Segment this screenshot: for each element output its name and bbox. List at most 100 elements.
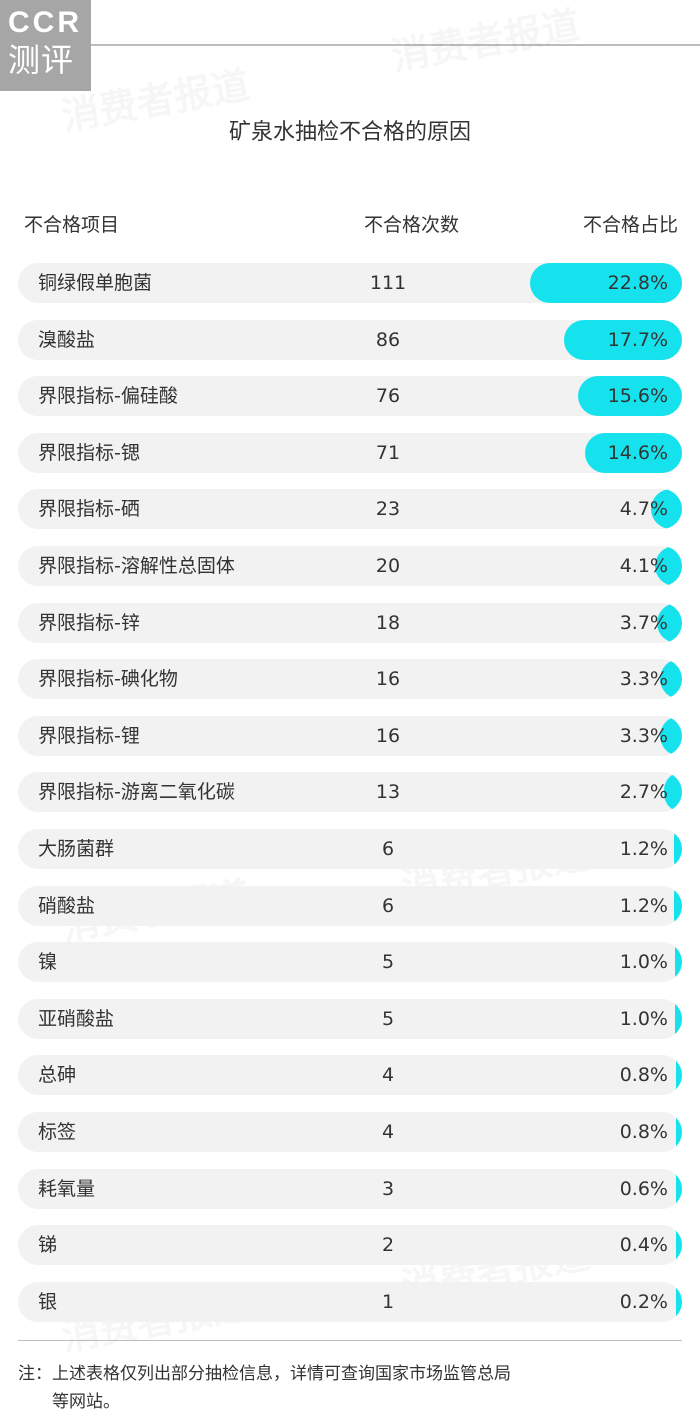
table-row: 大肠菌群 6 1.2%	[18, 829, 682, 869]
row-item-label: 硝酸盐	[38, 895, 96, 917]
row-pct-value: 1.0%	[619, 951, 668, 973]
row-pct-value: 0.2%	[619, 1291, 668, 1313]
row-count-value: 5	[381, 1008, 395, 1030]
row-pct-value: 3.3%	[619, 725, 668, 747]
row-item-label: 标签	[38, 1121, 77, 1143]
row-pct-value: 1.0%	[619, 1008, 668, 1030]
chart-title: 矿泉水抽检不合格的原因	[228, 120, 471, 145]
table-row: 耗氧量 3 0.6%	[18, 1169, 682, 1209]
table-row: 界限指标-碘化物 16 3.3%	[18, 659, 682, 699]
percentage-bar	[660, 716, 682, 756]
percentage-bar	[530, 263, 682, 303]
table-row: 界限指标-锂 16 3.3%	[18, 716, 682, 756]
row-item-label: 镍	[38, 951, 58, 973]
row-item-label: 界限指标-游离二氧化碳	[38, 781, 235, 803]
row-item-label: 总砷	[38, 1064, 77, 1086]
table-row: 镍 5 1.0%	[18, 942, 682, 982]
table-row: 界限指标-硒 23 4.7%	[18, 489, 682, 529]
ccr-logo: CCR 测评	[0, 0, 91, 91]
table-row: 界限指标-锌 18 3.7%	[18, 603, 682, 643]
row-pct-value: 14.6%	[607, 442, 668, 464]
row-pct-value: 2.7%	[619, 781, 668, 803]
row-item-label: 界限指标-锌	[38, 612, 140, 634]
row-item-label: 界限指标-硒	[38, 498, 140, 520]
row-item-label: 溴酸盐	[38, 329, 96, 351]
row-count-value: 16	[375, 725, 401, 747]
logo-ceping-text: 测评	[8, 41, 75, 79]
percentage-bar	[578, 376, 682, 416]
percentage-bar	[674, 886, 682, 926]
table-row: 亚硝酸盐 5 1.0%	[18, 999, 682, 1039]
row-item-label: 亚硝酸盐	[38, 1008, 115, 1030]
table-row: 界限指标-锶 71 14.6%	[18, 433, 682, 473]
percentage-bar	[660, 659, 682, 699]
row-item-label: 界限指标-碘化物	[38, 668, 178, 690]
percentage-bar	[651, 489, 682, 529]
row-item-label: 界限指标-锶	[38, 442, 140, 464]
row-item-label: 界限指标-溶解性总固体	[38, 555, 235, 577]
percentage-bar	[676, 1055, 682, 1095]
header-count: 不合格次数	[364, 214, 460, 236]
row-count-value: 86	[375, 329, 401, 351]
table-row: 银 1 0.2%	[18, 1282, 682, 1322]
row-pct-value: 0.6%	[619, 1178, 668, 1200]
row-pct-value: 1.2%	[619, 895, 668, 917]
row-pct-value: 4.7%	[619, 498, 668, 520]
row-pct-value: 3.3%	[619, 668, 668, 690]
row-pct-value: 0.8%	[619, 1121, 668, 1143]
footnote-line-1: 注：上述表格仅列出部分抽检信息，详情可查询国家市场监管总局	[18, 1364, 511, 1384]
table-row: 标签 4 0.8%	[18, 1112, 682, 1152]
percentage-bar	[675, 942, 682, 982]
row-count-value: 2	[381, 1234, 395, 1256]
percentage-bar	[674, 829, 682, 869]
bottom-divider	[18, 1340, 682, 1341]
row-count-value: 3	[381, 1178, 395, 1200]
row-count-value: 76	[375, 385, 401, 407]
percentage-bar	[676, 1282, 682, 1322]
row-item-label: 银	[38, 1291, 58, 1313]
logo-ccr-text: CCR	[8, 6, 82, 39]
row-count-value: 16	[375, 668, 401, 690]
table-row: 溴酸盐 86 17.7%	[18, 320, 682, 360]
row-count-value: 5	[381, 951, 395, 973]
row-pct-value: 0.8%	[619, 1064, 668, 1086]
row-item-label: 界限指标-偏硅酸	[38, 385, 178, 407]
percentage-bar	[657, 603, 682, 643]
row-count-value: 23	[375, 498, 401, 520]
row-count-value: 4	[381, 1064, 395, 1086]
table-row: 总砷 4 0.8%	[18, 1055, 682, 1095]
row-pct-value: 15.6%	[607, 385, 668, 407]
row-item-label: 锑	[38, 1234, 58, 1256]
footnote-line-2: 等网站。	[52, 1392, 120, 1412]
percentage-bar	[655, 546, 682, 586]
percentage-bar	[676, 1112, 682, 1152]
row-count-value: 6	[381, 838, 395, 860]
row-pct-value: 17.7%	[607, 329, 668, 351]
footnote: 注：上述表格仅列出部分抽检信息，详情可查询国家市场监管总局 等网站。	[18, 1360, 688, 1416]
percentage-bar	[676, 1169, 682, 1209]
percentage-bar	[664, 772, 682, 812]
row-item-label: 界限指标-锂	[38, 725, 140, 747]
row-count-value: 18	[375, 612, 401, 634]
row-count-value: 20	[375, 555, 401, 577]
percentage-bar	[675, 999, 682, 1039]
row-pct-value: 22.8%	[607, 272, 668, 294]
top-divider	[91, 44, 700, 46]
row-pct-value: 3.7%	[619, 612, 668, 634]
row-count-value: 71	[375, 442, 401, 464]
table-row: 锑 2 0.4%	[18, 1225, 682, 1265]
percentage-bar	[564, 320, 682, 360]
table-row: 界限指标-游离二氧化碳 13 2.7%	[18, 772, 682, 812]
table-row: 界限指标-溶解性总固体 20 4.1%	[18, 546, 682, 586]
watermark: 消费者报道	[387, 0, 584, 81]
table-row: 铜绿假单胞菌 111 22.8%	[18, 263, 682, 303]
table-row: 硝酸盐 6 1.2%	[18, 886, 682, 926]
row-item-label: 铜绿假单胞菌	[38, 272, 153, 294]
percentage-bar	[676, 1225, 682, 1265]
table-row: 界限指标-偏硅酸 76 15.6%	[18, 376, 682, 416]
header-item: 不合格项目	[24, 214, 120, 236]
header-pct: 不合格占比	[582, 214, 678, 236]
row-pct-value: 4.1%	[619, 555, 668, 577]
row-pct-value: 0.4%	[619, 1234, 668, 1256]
row-count-value: 111	[369, 272, 407, 294]
